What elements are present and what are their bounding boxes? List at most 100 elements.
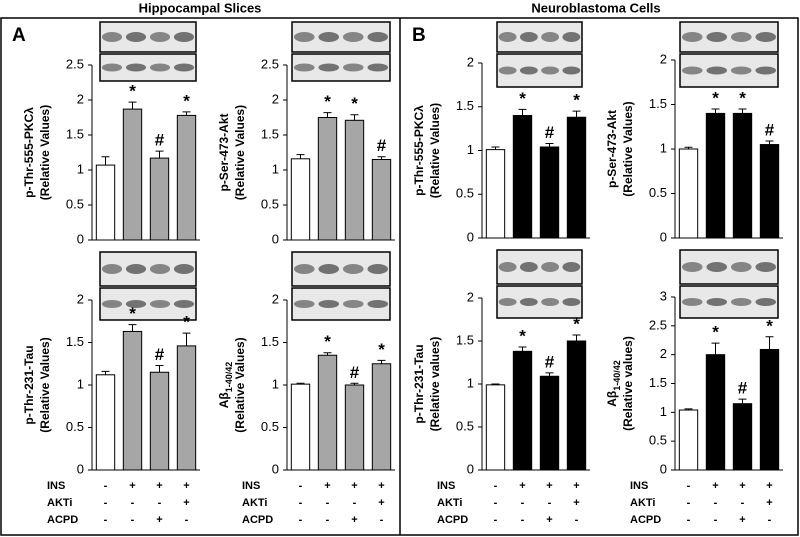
annotation: # <box>350 363 360 382</box>
blot-band <box>293 32 315 42</box>
annotation: # <box>155 345 165 364</box>
treatment-sign: + <box>324 480 330 492</box>
blot-band <box>149 63 171 72</box>
treatment-sign: - <box>768 514 772 526</box>
y-tick-label: 0 <box>660 461 667 476</box>
treatment-name: ACPD <box>437 514 468 526</box>
y-tick-label: 3 <box>660 288 667 303</box>
blot-band <box>730 298 752 306</box>
treatment-sign: + <box>546 480 552 492</box>
error-bar <box>491 146 500 150</box>
error-bar <box>518 346 527 352</box>
error-bar <box>101 370 110 375</box>
bar <box>149 157 170 241</box>
blot-band <box>706 262 728 272</box>
y-axis-label-text: p-Thr-555-PKCλ <box>412 105 426 196</box>
error-bar <box>572 110 581 118</box>
bar <box>371 159 392 241</box>
y-axis-label-text: p-Ser-473-Akt <box>605 110 619 188</box>
treatment-sign: - <box>741 497 745 509</box>
annotation: * <box>573 314 580 333</box>
y-tick-label: 1.5 <box>66 126 84 141</box>
annotation: # <box>155 131 165 150</box>
y-tick-label: 2 <box>660 51 667 66</box>
annotation: * <box>712 323 719 342</box>
blot-band <box>755 262 777 272</box>
treatment-sign: - <box>185 514 189 526</box>
blot-band <box>730 66 752 75</box>
treatment-sign: + <box>766 480 772 492</box>
blot-band <box>125 264 147 274</box>
treatment-name: INS <box>630 480 648 492</box>
y-tick-label: 0.5 <box>261 196 279 211</box>
y-tick-label: 0 <box>660 229 667 244</box>
blot-band <box>681 298 703 306</box>
y-tick-label: 2 <box>272 91 279 106</box>
y-axis-label: (Relative Values) <box>38 337 52 432</box>
error-bar <box>491 383 500 385</box>
blot-band <box>706 32 728 42</box>
bar <box>678 409 699 471</box>
error-bar <box>738 398 747 404</box>
treatment-sign: + <box>156 514 162 526</box>
treatment-sign: - <box>380 514 384 526</box>
y-tick-label: 2 <box>77 91 84 106</box>
blot-band <box>755 298 777 306</box>
y-tick-label: 0.5 <box>261 419 279 434</box>
bar <box>705 112 726 239</box>
y-axis-label: p-Ser-473-Akt <box>217 113 231 191</box>
error-bar <box>545 143 554 147</box>
y-tick-label: 1.5 <box>66 334 84 349</box>
blot-band <box>519 32 538 42</box>
y-tick-label: 0.5 <box>649 433 667 448</box>
y-axis-label: (Relative Values) <box>233 337 247 432</box>
blot-band <box>367 32 389 42</box>
blot-band <box>519 298 538 306</box>
y-tick-label: 2.5 <box>66 56 84 71</box>
error-bar <box>545 372 554 377</box>
treatment-sign: - <box>299 514 303 526</box>
error-bar <box>128 324 137 332</box>
y-axis-label: (Relative Values) <box>621 101 635 196</box>
y-axis-label-text: (Relative Values) <box>621 101 635 196</box>
error-bar <box>684 408 693 411</box>
treatment-sign: - <box>104 480 108 492</box>
bar <box>539 375 560 471</box>
treatment-sign: - <box>326 514 330 526</box>
y-axis-label: (Relative Values) <box>428 103 442 198</box>
treatment-sign: - <box>714 514 718 526</box>
annotation: * <box>129 304 136 323</box>
panel-title: Hippocampal Slices <box>139 0 262 15</box>
error-bar <box>350 114 359 121</box>
y-axis-label: p-Thr-231-Tau <box>412 344 426 423</box>
bar <box>512 115 533 239</box>
y-tick-label: 0.5 <box>649 185 667 200</box>
y-tick-label: 1 <box>660 404 667 419</box>
blot-band <box>125 63 147 72</box>
bar <box>512 350 533 471</box>
bar <box>95 164 116 241</box>
bar <box>122 108 143 241</box>
error-bar <box>155 364 164 373</box>
treatment-sign: - <box>131 497 135 509</box>
bar <box>732 112 753 239</box>
bar <box>485 384 506 471</box>
blot-band <box>498 262 517 272</box>
y-axis-label-text: (Relative values) <box>428 337 442 432</box>
bar <box>759 348 780 471</box>
y-axis-label: p-Thr-555-PKCλ <box>22 107 36 198</box>
treatment-sign: - <box>104 514 108 526</box>
treatment-sign: - <box>521 514 525 526</box>
blot-band <box>342 264 364 274</box>
treatment-sign: + <box>378 497 384 509</box>
blot-band <box>342 63 364 72</box>
treatment-name: AKTi <box>47 497 72 509</box>
blot-band <box>541 298 560 306</box>
blot-band <box>730 32 752 42</box>
blot-band <box>173 32 195 42</box>
error-bar <box>155 150 164 159</box>
blot-band <box>342 300 364 308</box>
y-tick-label: 1.5 <box>261 126 279 141</box>
treatment-sign: - <box>131 514 135 526</box>
treatment-name: ACPD <box>47 514 78 526</box>
